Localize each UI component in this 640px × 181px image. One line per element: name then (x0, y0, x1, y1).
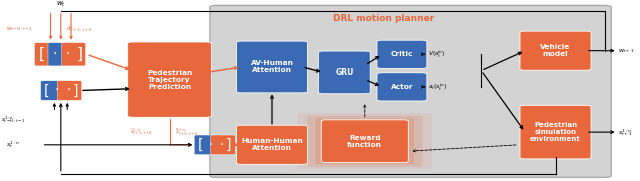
FancyBboxPatch shape (41, 81, 63, 100)
Text: $s_{t+1}^{1:n}$: $s_{t+1}^{1:n}$ (618, 127, 633, 138)
FancyBboxPatch shape (195, 135, 217, 155)
FancyBboxPatch shape (316, 118, 414, 164)
Text: ·: · (65, 47, 69, 61)
Text: ·: · (52, 47, 56, 61)
Text: Vehicle
model: Vehicle model (540, 44, 571, 57)
Text: [: [ (44, 83, 49, 98)
Text: ·: · (67, 83, 70, 98)
FancyBboxPatch shape (48, 43, 72, 66)
Text: $a_t(s_t^{jn})$: $a_t(s_t^{jn})$ (428, 81, 447, 93)
Text: $V(s_t^{jn})$: $V(s_t^{jn})$ (428, 49, 446, 60)
Text: ·: · (209, 138, 212, 152)
FancyBboxPatch shape (237, 125, 307, 164)
Text: $\hat{w}_{t+1:t+K}$: $\hat{w}_{t+1:t+K}$ (66, 24, 93, 34)
FancyBboxPatch shape (35, 43, 58, 66)
FancyBboxPatch shape (61, 43, 86, 66)
Text: AV-Human
Attention: AV-Human Attention (251, 60, 293, 73)
FancyBboxPatch shape (211, 135, 236, 155)
Text: ·: · (55, 83, 59, 98)
Text: $w_{t-H:t-1}$: $w_{t-H:t-1}$ (6, 25, 33, 33)
Text: ]: ] (77, 47, 83, 62)
FancyBboxPatch shape (210, 5, 611, 177)
Text: $\hat{\Sigma}_{t+1:t+K}^{1:n}$: $\hat{\Sigma}_{t+1:t+K}^{1:n}$ (175, 127, 198, 138)
FancyBboxPatch shape (57, 81, 82, 100)
FancyBboxPatch shape (237, 41, 307, 93)
Text: Pedestrian
Trajectory
Prediction: Pedestrian Trajectory Prediction (147, 70, 192, 90)
Text: Critic: Critic (391, 51, 413, 57)
Text: GRU: GRU (335, 68, 353, 77)
FancyBboxPatch shape (520, 31, 591, 70)
Text: DRL motion planner: DRL motion planner (333, 14, 434, 24)
Text: [: [ (198, 138, 203, 152)
FancyBboxPatch shape (520, 105, 591, 159)
FancyBboxPatch shape (321, 120, 408, 163)
FancyBboxPatch shape (319, 51, 370, 94)
FancyBboxPatch shape (128, 42, 211, 117)
FancyBboxPatch shape (377, 73, 427, 101)
Text: ]: ] (226, 138, 231, 152)
Text: ·: · (220, 138, 224, 152)
Text: $\hat{s}_{t+1:t+K}^{1:n}$: $\hat{s}_{t+1:t+K}^{1:n}$ (130, 127, 153, 138)
Text: $w_{t+1}$: $w_{t+1}$ (618, 47, 635, 55)
Text: ]: ] (72, 83, 77, 98)
Text: $s_t^{1:n}$: $s_t^{1:n}$ (6, 139, 20, 150)
Text: $w_t$: $w_t$ (56, 0, 66, 9)
Text: Reward
function: Reward function (348, 135, 382, 148)
FancyBboxPatch shape (307, 116, 422, 167)
FancyBboxPatch shape (298, 113, 432, 169)
Text: Actor: Actor (390, 84, 413, 90)
Text: Pedestrian
simulation
environment: Pedestrian simulation environment (530, 122, 581, 142)
Text: [: [ (38, 47, 45, 62)
FancyBboxPatch shape (377, 40, 427, 68)
Text: Human-Human
Attention: Human-Human Attention (241, 138, 303, 151)
Text: $s_{t-H:t-1}^{1:n}$: $s_{t-H:t-1}^{1:n}$ (1, 114, 26, 125)
